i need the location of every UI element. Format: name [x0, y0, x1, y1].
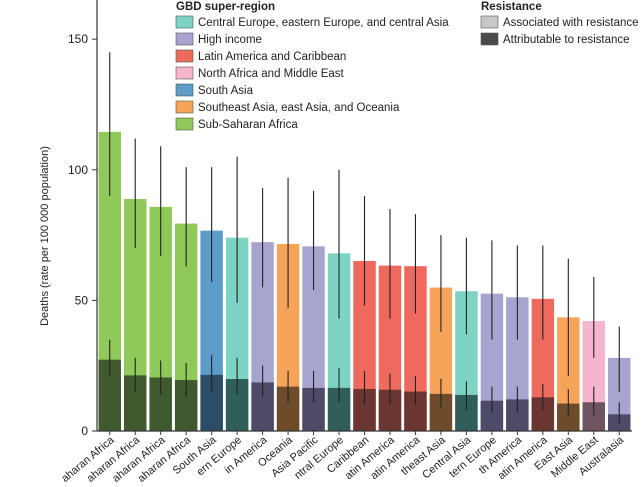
resistance-legend: Resistance Associated with resistance Att… [480, 1, 639, 46]
resistance-legend-title: Resistance [481, 1, 542, 13]
attributable-bar [429, 393, 453, 431]
legend-swatch [175, 83, 194, 97]
legend-swatch [175, 100, 194, 114]
associated-bar [480, 293, 504, 431]
legend-swatch [175, 32, 194, 46]
attributable-bar [353, 388, 376, 431]
legend-label: High income [198, 34, 262, 46]
legend-label: Latin America and Caribbean [198, 51, 346, 63]
y-tick-label: 100 [68, 163, 88, 177]
attributable-bar [531, 397, 555, 431]
associated-bar [608, 357, 631, 431]
attributable-bar [378, 389, 402, 431]
attributable-bar [480, 400, 504, 431]
attributable-bar [149, 377, 172, 431]
legend-swatch [480, 32, 499, 46]
associated-bar [506, 297, 529, 431]
super-region-legend: GBD super-region Central Europe, eastern… [175, 1, 449, 131]
associated-bar [276, 243, 300, 431]
associated-bar [353, 260, 376, 431]
attributable-bar [98, 359, 121, 431]
associated-bar [98, 131, 121, 432]
legend-label: Southeast Asia, east Asia, and Oceania [198, 102, 400, 114]
associated-bar [378, 265, 402, 431]
attributable-bar [225, 379, 249, 431]
legend-swatch [175, 49, 194, 63]
y-tick-label: 150 [68, 32, 88, 46]
legend-label: North Africa and Middle East [198, 68, 345, 80]
associated-bar [149, 206, 172, 431]
attributable-bar [582, 402, 606, 431]
attributable-bar [251, 382, 274, 431]
legend-label: Associated with resistance [503, 17, 639, 29]
legend-swatch [175, 66, 194, 80]
y-axis-label: Deaths (rate per 100 000 population) [39, 146, 51, 326]
associated-bar [302, 246, 325, 431]
attributable-bar [557, 403, 580, 431]
legend-label: Sub-Saharan Africa [198, 119, 298, 131]
associated-bar [174, 223, 198, 431]
associated-bar [327, 253, 351, 431]
associated-bar [123, 199, 147, 431]
axes: 0 50 100 150 [68, 0, 632, 438]
legend-label: Central Europe, eastern Europe, and cent… [198, 17, 449, 29]
attributable-bar [174, 380, 198, 431]
attributable-bar [123, 375, 147, 431]
legend-label: Attributable to resistance [503, 34, 630, 46]
error-bars [109, 52, 620, 424]
y-tick-label: 0 [81, 424, 88, 438]
attributable-bar [455, 394, 478, 431]
attributable-bar [276, 386, 300, 431]
super-region-legend-title: GBD super-region [176, 1, 275, 13]
legend-swatch [175, 15, 194, 29]
attributable-bar [327, 387, 351, 431]
attributable-bar [404, 391, 427, 431]
legend-swatch [175, 117, 194, 131]
attributable-bar [200, 374, 223, 431]
associated-bar [404, 266, 427, 431]
legend-swatch [480, 15, 499, 29]
attributable-bar [506, 399, 529, 431]
y-tick-label: 50 [75, 293, 89, 307]
legend-label: South Asia [198, 85, 254, 97]
attributable-bar [302, 387, 325, 431]
